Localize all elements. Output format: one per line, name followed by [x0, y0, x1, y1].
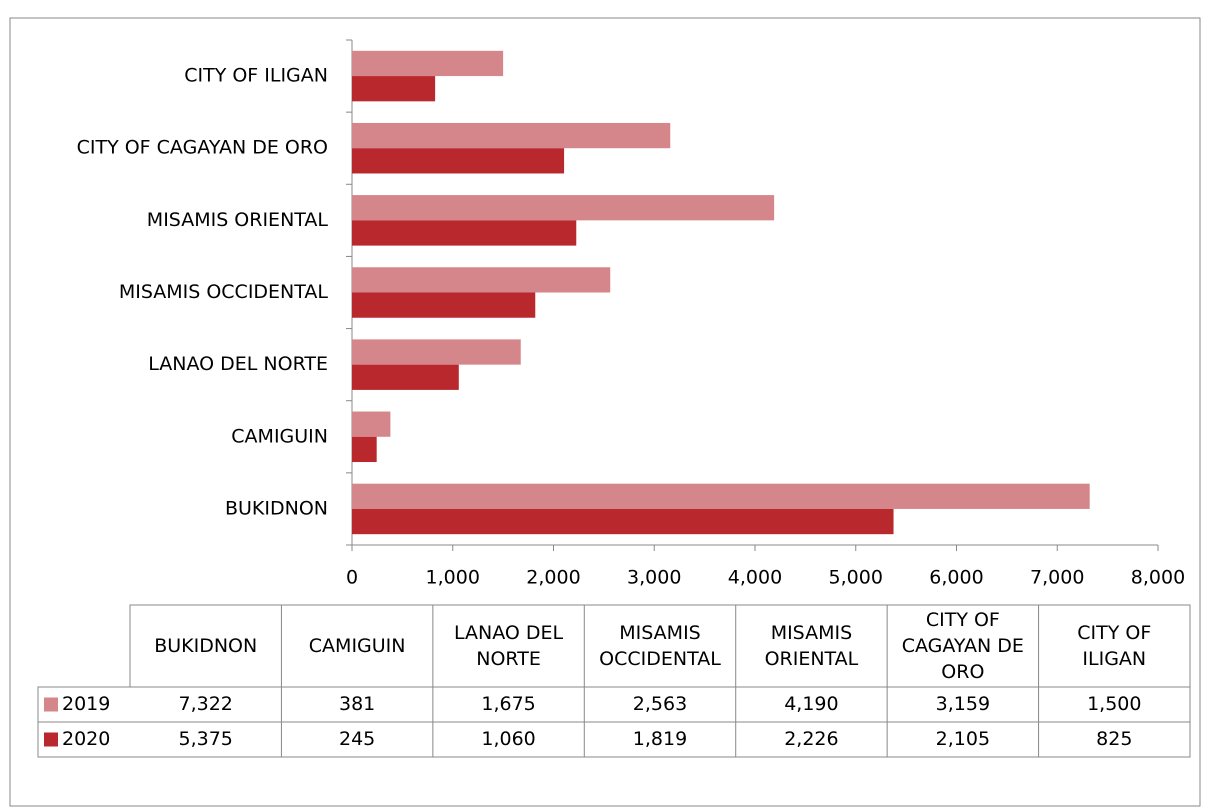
bar: [352, 76, 436, 102]
bar: [352, 148, 565, 174]
table-header: CITY OF ILIGAN: [1077, 622, 1151, 670]
y-tick-label: BUKIDNON: [225, 497, 328, 519]
table-value: 3,159: [936, 693, 990, 715]
table-value: 1,819: [633, 728, 687, 750]
bar: [352, 267, 611, 293]
bar: [352, 483, 1090, 509]
y-tick-label: CAMIGUIN: [231, 425, 328, 447]
table-header: LANAO DEL NORTE: [454, 622, 564, 670]
bar: [352, 50, 504, 77]
legend-key: [44, 732, 58, 747]
table-value: 2,563: [633, 693, 687, 715]
bar: [352, 339, 521, 365]
table-value: 245: [339, 728, 375, 750]
x-tick-label: 3,000: [627, 567, 681, 589]
x-tick-label: 1,000: [426, 567, 480, 589]
bar: [352, 195, 775, 221]
y-tick-label: MISAMIS OCCIDENTAL: [119, 281, 329, 303]
y-tick-label: CITY OF CAGAYAN DE ORO: [77, 137, 328, 159]
bar: [352, 292, 536, 318]
x-tick-label: 7,000: [1030, 567, 1084, 589]
table-header: CITY OF CAGAYAN DE ORO: [902, 609, 1024, 683]
table-value: 1,675: [481, 693, 535, 715]
legend-label: 2019: [62, 693, 110, 715]
bar: [352, 220, 577, 246]
x-tick-label: 4,000: [728, 567, 782, 589]
table-value: 2,226: [784, 728, 838, 750]
x-tick-label: 5,000: [829, 567, 883, 589]
bar: [352, 364, 459, 390]
legend-label: 2020: [62, 728, 110, 750]
x-tick-label: 0: [346, 567, 358, 589]
table-value: 825: [1096, 728, 1132, 750]
table-value: 1,500: [1087, 693, 1141, 715]
table-value: 381: [339, 693, 375, 715]
table-header: MISAMIS OCCIDENTAL: [599, 622, 721, 670]
legend-key: [44, 697, 58, 712]
table-value: 5,375: [179, 728, 233, 750]
x-tick-label: 6,000: [929, 567, 983, 589]
y-tick-label: LANAO DEL NORTE: [148, 353, 328, 375]
table-header: BUKIDNON: [154, 635, 257, 657]
chart-frame: [9, 17, 1201, 807]
bar: [352, 508, 894, 535]
x-tick-label: 2,000: [526, 567, 580, 589]
table-value: 2,105: [936, 728, 990, 750]
table-header: CAMIGUIN: [309, 635, 406, 657]
table-value: 1,060: [481, 728, 535, 750]
table-header: MISAMIS ORIENTAL: [765, 622, 859, 670]
y-tick-label: MISAMIS ORIENTAL: [147, 209, 329, 231]
bar: [352, 122, 671, 149]
table-value: 7,322: [179, 693, 233, 715]
x-tick-label: 8,000: [1131, 567, 1185, 589]
bar: [352, 411, 391, 437]
table-value: 4,190: [784, 693, 838, 715]
bar: [352, 436, 377, 463]
y-tick-label: CITY OF ILIGAN: [184, 65, 328, 87]
